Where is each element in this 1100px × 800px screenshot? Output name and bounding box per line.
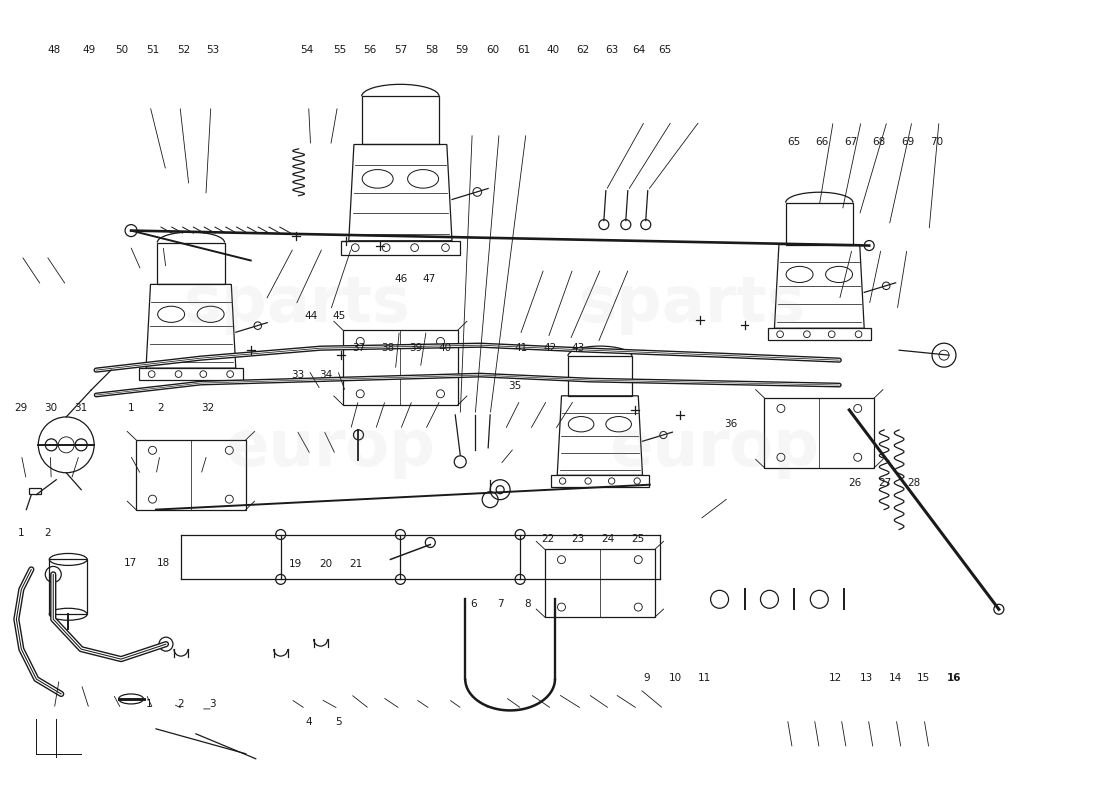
Text: 34: 34: [319, 370, 333, 380]
Text: 36: 36: [725, 419, 738, 429]
Text: 30: 30: [44, 403, 57, 413]
Text: sparts: sparts: [579, 274, 806, 335]
Text: 64: 64: [632, 46, 646, 55]
Text: 11: 11: [698, 673, 712, 682]
Text: 39: 39: [409, 342, 422, 353]
Text: europ: europ: [609, 417, 820, 479]
Text: 65: 65: [659, 46, 672, 55]
Text: 4: 4: [306, 718, 312, 727]
Text: 53: 53: [207, 46, 220, 55]
Text: 57: 57: [394, 46, 407, 55]
Text: 17: 17: [124, 558, 138, 568]
Bar: [362, 96, 439, 145]
Text: 19: 19: [289, 559, 302, 570]
Text: 48: 48: [47, 46, 60, 55]
Bar: [30, 488, 42, 494]
Text: 10: 10: [669, 673, 682, 682]
Text: 66: 66: [815, 137, 828, 147]
Text: sparts: sparts: [184, 274, 411, 335]
Text: 15: 15: [916, 673, 930, 682]
Text: 35: 35: [508, 381, 521, 391]
Text: 14: 14: [889, 673, 902, 682]
Text: 8: 8: [525, 599, 531, 610]
Text: 69: 69: [901, 137, 914, 147]
Bar: [551, 475, 649, 486]
Text: 2: 2: [157, 403, 164, 413]
Text: 1: 1: [146, 699, 153, 709]
Text: 6: 6: [470, 599, 476, 610]
Text: 55: 55: [332, 46, 346, 55]
Bar: [343, 330, 458, 405]
Bar: [785, 202, 852, 245]
Text: 40: 40: [438, 342, 451, 353]
Text: 49: 49: [82, 46, 96, 55]
Bar: [140, 368, 242, 380]
Text: 2: 2: [177, 699, 184, 709]
Text: 23: 23: [571, 534, 584, 544]
Bar: [50, 559, 87, 614]
Bar: [764, 398, 875, 468]
Bar: [136, 440, 245, 510]
Text: 32: 32: [201, 403, 214, 413]
Text: 26: 26: [848, 478, 861, 488]
Text: 20: 20: [320, 559, 332, 570]
Bar: [544, 550, 654, 618]
Text: 37: 37: [352, 342, 365, 353]
Bar: [568, 356, 631, 396]
Text: 42: 42: [543, 342, 557, 353]
Bar: [341, 241, 460, 254]
Text: 40: 40: [547, 46, 560, 55]
Text: 13: 13: [859, 673, 872, 682]
Text: 31: 31: [74, 403, 87, 413]
Text: 44: 44: [305, 310, 318, 321]
Text: 21: 21: [349, 559, 362, 570]
Text: 61: 61: [517, 46, 530, 55]
Text: 18: 18: [157, 558, 170, 568]
Text: 62: 62: [576, 46, 590, 55]
Text: 67: 67: [844, 137, 857, 147]
Text: 47: 47: [422, 274, 436, 284]
Text: 25: 25: [631, 534, 645, 544]
Text: 58: 58: [425, 46, 438, 55]
Text: 54: 54: [300, 46, 313, 55]
Text: 33: 33: [292, 370, 305, 380]
Text: 41: 41: [515, 342, 528, 353]
Text: 68: 68: [872, 137, 886, 147]
Text: 24: 24: [602, 534, 615, 544]
Text: 16: 16: [946, 673, 961, 682]
Text: 7: 7: [497, 599, 504, 610]
Text: 46: 46: [394, 274, 407, 284]
Text: 12: 12: [828, 673, 842, 682]
Text: 2: 2: [44, 527, 51, 538]
Text: 52: 52: [177, 46, 190, 55]
Text: 63: 63: [605, 46, 618, 55]
Text: 59: 59: [455, 46, 469, 55]
Text: 38: 38: [381, 342, 394, 353]
Bar: [157, 242, 224, 285]
Bar: [768, 328, 871, 340]
Text: 1: 1: [18, 527, 24, 538]
Text: 50: 50: [116, 46, 129, 55]
Text: 9: 9: [644, 673, 650, 682]
Text: 1: 1: [128, 403, 134, 413]
Text: 51: 51: [146, 46, 160, 55]
Text: 3: 3: [209, 699, 216, 709]
Text: 28: 28: [908, 478, 921, 488]
Text: 60: 60: [486, 46, 499, 55]
Text: 27: 27: [878, 478, 891, 488]
Text: 65: 65: [786, 137, 800, 147]
Text: europ: europ: [226, 417, 436, 479]
Text: 56: 56: [363, 46, 376, 55]
Text: 22: 22: [541, 534, 554, 544]
Text: 29: 29: [14, 403, 28, 413]
Text: 5: 5: [334, 718, 341, 727]
Text: 45: 45: [332, 310, 346, 321]
Text: 70: 70: [930, 137, 943, 147]
Text: 43: 43: [572, 342, 585, 353]
